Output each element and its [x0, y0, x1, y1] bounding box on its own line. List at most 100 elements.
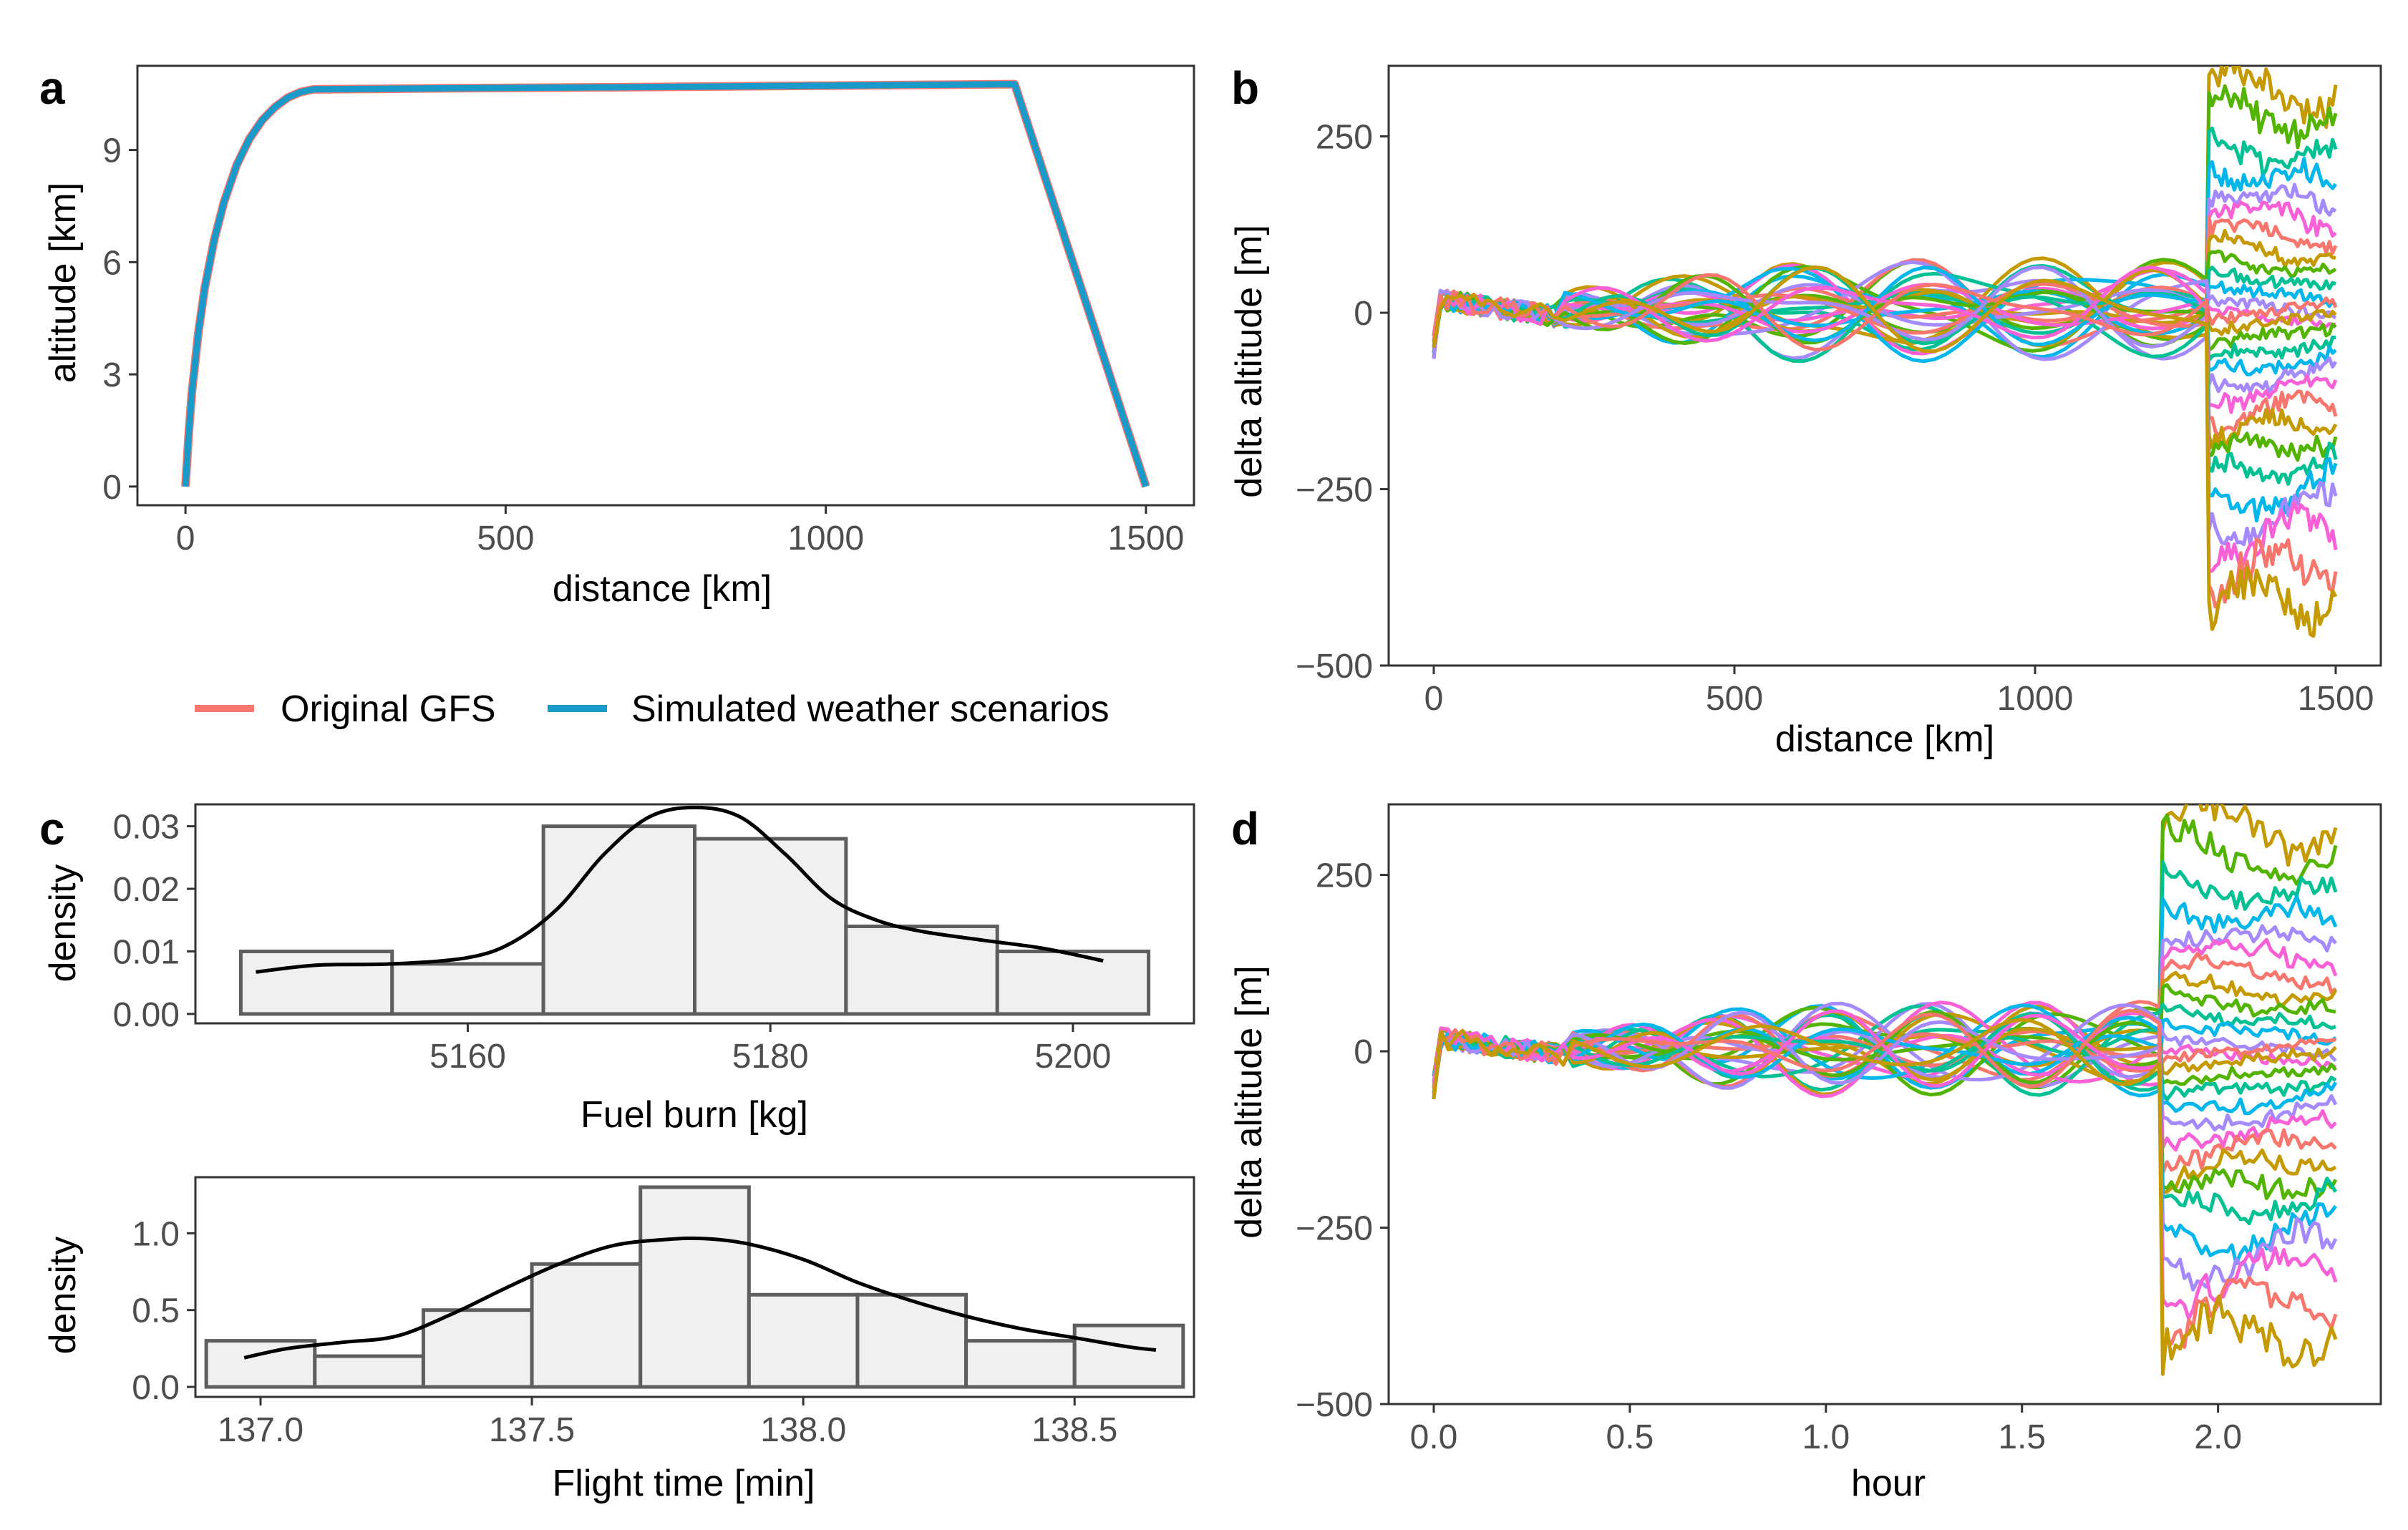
panel-c-label: c: [39, 803, 65, 854]
flight-time-x-tick-label: 138.5: [1031, 1411, 1117, 1449]
panel-b-plot-area: 0 500 1000 1500 −500 −250 0 250: [1296, 64, 2382, 718]
panel-a-altitude-profile: a 0 500 1000 1500 0 3 6 9 distance [km] altitud…: [39, 62, 1195, 610]
panel-b-delta-altitude-distance: b 0 500 1000 1500 −500 −250 0 250 distance [km]…: [1228, 62, 2382, 760]
panel-a-x-tick-label: 0: [176, 520, 195, 557]
panel-a-x-axis-title: distance [km]: [553, 568, 772, 610]
panel-d-x-tick-label: 0.5: [1606, 1418, 1654, 1456]
flight-time-bar: [530, 1262, 643, 1389]
flight-time-y-axis-title: density: [42, 1237, 84, 1355]
series-original-gfs-line: [181, 79, 1150, 488]
flight-time-x-tick-label: 137.0: [218, 1411, 304, 1449]
legend: Original GFS Simulated weather scenarios: [195, 688, 1110, 730]
panel-d-x-axis-title: hour: [1851, 1463, 1926, 1504]
flight-time-panel-border: [194, 1176, 1195, 1398]
scenario-line: [1432, 265, 2338, 638]
legend-label-original-gfs: Original GFS: [281, 688, 496, 730]
panel-d-x-tick-label: 1.0: [1802, 1418, 1850, 1456]
panel-c-histograms: c 5160 5180 5200 0.00 0.01 0.02 0.03 Fuel burn…: [39, 803, 1195, 1504]
flight-time-y-tick-label: 1.0: [132, 1215, 180, 1253]
fuel-burn-panel-border: [194, 803, 1195, 1025]
panel-b-x-tick-label: 1000: [1997, 680, 2074, 718]
scenario-line: [1432, 273, 2338, 609]
panel-d-y-axis-title: delta altitude [m]: [1228, 965, 1270, 1239]
flight-time-bar: [639, 1185, 751, 1389]
flight-time-bar: [313, 1354, 425, 1389]
panel-b-x-tick-label: 500: [1706, 680, 1763, 718]
flight-time-x-tick-label: 137.5: [489, 1411, 575, 1449]
flight-time-y-tick-label: 0.0: [132, 1369, 180, 1407]
panel-d-y-tick-label: −250: [1296, 1210, 1373, 1248]
scenario-line: [1432, 290, 2336, 362]
panel-a-x-tick-label: 1500: [1108, 520, 1185, 557]
legend-label-simulated: Simulated weather scenarios: [631, 688, 1110, 730]
scenario-line: [1432, 265, 2338, 547]
fuel-burn-y-tick-label: 0.02: [113, 871, 180, 909]
panel-b-y-tick-label: 250: [1316, 119, 1373, 157]
panel-a-y-tick-label: 3: [102, 356, 122, 394]
scenario-line: [1432, 1018, 2338, 1376]
flight-time-bar: [964, 1339, 1077, 1389]
panel-d-y-tick-label: 250: [1316, 857, 1373, 895]
fuel-burn-bar: [238, 949, 394, 1016]
fuel-burn-bar: [693, 837, 848, 1016]
panel-d-y-tick-label: 0: [1354, 1033, 1373, 1071]
panel-b-x-tick-label: 0: [1424, 680, 1444, 718]
fuel-burn-x-tick-label: 5160: [429, 1038, 506, 1076]
flight-time-x-tick-label: 138.0: [760, 1411, 846, 1449]
flight-time-bar: [747, 1292, 860, 1389]
panel-a-label: a: [39, 62, 65, 114]
scenario-line: [1432, 1009, 2338, 1321]
fuel-burn-x-axis-title: Fuel burn [kg]: [581, 1094, 808, 1136]
panel-a-panel-border: [136, 64, 1195, 507]
fuel-burn-y-tick-label: 0.01: [113, 933, 180, 971]
flight-time-bar: [421, 1308, 534, 1389]
panel-a-x-tick-label: 1000: [787, 520, 864, 557]
panel-b-y-tick-label: −500: [1296, 648, 1373, 686]
scenario-line: [1432, 283, 2338, 414]
panel-b-y-axis-title: delta altitude [m]: [1228, 225, 1270, 498]
panel-a-y-axis-title: altitude [km]: [42, 182, 84, 383]
panel-a-y-tick-label: 9: [102, 132, 122, 170]
panel-d-delta-altitude-hour: d 0.0 0.5 1.0 1.5 2.0 −500 −250 0 250 hour delta…: [1228, 803, 2382, 1504]
flight-time-y-tick-label: 0.5: [132, 1292, 180, 1330]
panel-b-scenario-lines: [1432, 66, 2338, 638]
flight-time-density-curve: [243, 1236, 1157, 1360]
fuel-burn-x-tick-label: 5200: [1035, 1038, 1112, 1076]
fuel-burn-x-tick-label: 5180: [732, 1038, 809, 1076]
panel-b-y-tick-label: −250: [1296, 472, 1373, 510]
fuel-burn-y-tick-label: 0.03: [113, 809, 180, 847]
panel-d-x-tick-label: 2.0: [2194, 1418, 2242, 1456]
panel-d-x-tick-label: 1.5: [1998, 1418, 2046, 1456]
flight-time-bar: [1072, 1323, 1185, 1389]
panel-d-x-tick-label: 0.0: [1410, 1418, 1458, 1456]
panel-b-label: b: [1231, 62, 1259, 114]
scenario-line: [1432, 1010, 2338, 1292]
panel-d-scenario-lines: [1432, 804, 2338, 1376]
fuel-burn-histogram: 5160 5180 5200 0.00 0.01 0.02 0.03: [113, 803, 1195, 1076]
panel-a-x-tick-label: 500: [477, 520, 534, 557]
fuel-burn-bar: [390, 962, 545, 1016]
fuel-burn-y-tick-label: 0.00: [113, 996, 180, 1034]
scenario-line: [1432, 1010, 2337, 1194]
panel-b-panel-border: [1387, 64, 2382, 667]
panel-b-x-axis-title: distance [km]: [1775, 718, 1994, 760]
panel-d-panel-border: [1387, 803, 2382, 1405]
panel-b-x-tick-label: 1500: [2298, 680, 2374, 718]
flight-time-x-axis-title: Flight time [min]: [553, 1463, 815, 1504]
flight-time-bar: [855, 1292, 968, 1389]
scenario-line: [1432, 283, 2338, 395]
panel-d-label: d: [1231, 803, 1259, 854]
panel-a-plot-area: 0 500 1000 1500 0 3 6 9: [102, 64, 1195, 557]
panel-b-y-tick-label: 0: [1354, 295, 1373, 333]
series-simulated-scenarios-line: [182, 81, 1150, 488]
panel-a-y-tick-label: 6: [102, 244, 122, 282]
panel-a-y-tick-label: 0: [102, 469, 122, 507]
fuel-burn-y-axis-title: density: [42, 864, 84, 983]
scenario-line: [1432, 265, 2338, 573]
fuel-burn-density-curve: [256, 805, 1104, 974]
scenario-line: [1432, 228, 2336, 344]
fuel-burn-bar: [844, 924, 999, 1016]
fuel-burn-bar: [995, 949, 1151, 1016]
fuel-burn-bar: [541, 824, 696, 1016]
